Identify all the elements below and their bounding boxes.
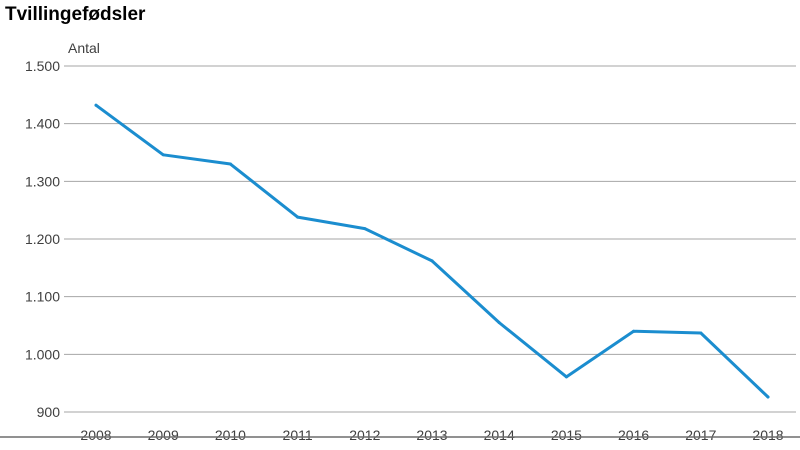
x-tick-label-2011: 2011	[283, 427, 313, 443]
data-point-2017	[699, 331, 703, 335]
x-tick-label-2008: 2008	[80, 427, 111, 443]
x-tick-label-2017: 2017	[685, 427, 716, 443]
x-tick-label-2015: 2015	[551, 427, 582, 443]
y-tick-label-1400: 1.400	[25, 116, 60, 132]
data-point-2014	[497, 321, 501, 325]
x-tick-label-2014: 2014	[484, 427, 515, 443]
x-tick-label-2016: 2016	[618, 427, 649, 443]
x-tick-label-2013: 2013	[416, 427, 447, 443]
series-line-0	[94, 103, 770, 399]
data-point-2015	[564, 375, 568, 379]
data-point-2012	[363, 227, 367, 231]
x-tick-label-2009: 2009	[148, 427, 179, 443]
series-group	[94, 103, 770, 399]
data-point-2009	[161, 153, 165, 157]
data-point-2008	[94, 103, 98, 107]
x-tick-label-2018: 2018	[752, 427, 783, 443]
y-tick-label-1200: 1.200	[25, 231, 60, 247]
gridlines	[64, 65, 796, 413]
y-tick-label-1500: 1.500	[25, 58, 60, 74]
data-point-2018	[766, 395, 770, 399]
y-axis-unit-label: Antal	[68, 40, 100, 56]
data-point-2013	[430, 259, 434, 263]
data-point-2010	[228, 162, 232, 166]
x-axis-tick-labels: 2008 2009 2010 2011 2012 2013 2014 2015 2016 2017…	[80, 427, 783, 443]
y-axis-tick-labels: 900 1.000 1.100 1.200 1.300 1.400 1.500	[25, 58, 60, 420]
y-tick-label-1100: 1.100	[25, 289, 60, 305]
y-tick-label-900: 900	[37, 404, 61, 420]
y-tick-label-1300: 1.300	[25, 173, 60, 189]
x-tick-label-2010: 2010	[215, 427, 246, 443]
data-point-2011	[296, 215, 300, 219]
y-tick-label-1000: 1.000	[25, 346, 60, 362]
data-point-2016	[632, 329, 636, 333]
chart-title: Tvillingefødsler	[5, 4, 146, 25]
x-tick-label-2012: 2012	[349, 427, 380, 443]
